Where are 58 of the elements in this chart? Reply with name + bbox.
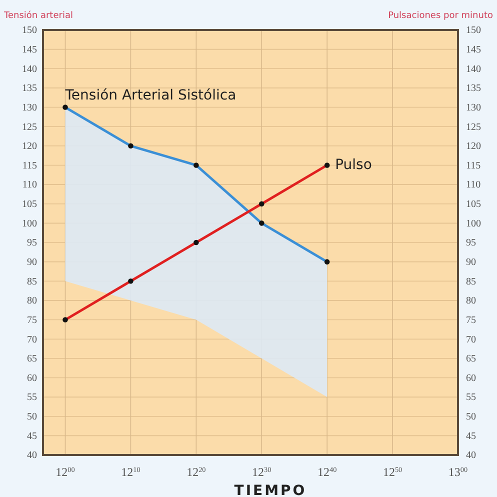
y2-tick-label: 95 bbox=[466, 238, 476, 249]
y-tick-label: 40 bbox=[27, 450, 37, 462]
x-tick-label: 12$^{40}$ bbox=[317, 464, 338, 479]
y-tick-label: 130 bbox=[22, 102, 37, 114]
y-tick-label: 105 bbox=[22, 199, 37, 210]
y-tick-label: 125 bbox=[22, 122, 37, 133]
y-tick-label: 100 bbox=[22, 218, 37, 230]
y2-tick-label: 100 bbox=[466, 218, 481, 230]
series-label: Tensión Arterial Sistólica bbox=[64, 87, 236, 104]
y2-tick-label: 140 bbox=[466, 64, 481, 75]
y-axis-title: Tensión arterial bbox=[3, 10, 73, 21]
y2-tick-label: 120 bbox=[466, 141, 481, 152]
y-tick-label: 45 bbox=[27, 430, 37, 442]
y2-tick-label: 40 bbox=[466, 450, 476, 462]
y2-tick-label: 110 bbox=[466, 180, 481, 191]
y2-tick-label: 130 bbox=[466, 102, 481, 114]
y2-tick-label: 125 bbox=[466, 122, 481, 133]
y2-axis-title: Pulsaciones por minuto bbox=[388, 11, 494, 21]
y2-tick-label: 80 bbox=[466, 296, 476, 307]
y2-tick-label: 85 bbox=[466, 276, 476, 288]
y2-tick-label: 135 bbox=[466, 83, 481, 94]
y2-tick-label: 90 bbox=[466, 257, 476, 268]
y-tick-label: 75 bbox=[27, 314, 37, 326]
y-tick-label: 55 bbox=[27, 392, 37, 404]
y2-tick-label: 65 bbox=[466, 354, 476, 365]
x-axis-title: TIEMPO bbox=[234, 483, 307, 497]
y-tick-label: 150 bbox=[22, 25, 37, 36]
y2-tick-label: 145 bbox=[466, 44, 481, 56]
y2-tick-label: 105 bbox=[466, 199, 481, 210]
y-tick-label: 80 bbox=[27, 296, 37, 307]
y-tick-label: 70 bbox=[27, 334, 37, 346]
x-tick-label: 12$^{00}$ bbox=[56, 464, 76, 479]
y2-tick-label: 45 bbox=[466, 430, 476, 442]
y-tick-label: 85 bbox=[27, 276, 37, 288]
y-tick-label: 110 bbox=[22, 180, 37, 191]
y-tick-label: 145 bbox=[22, 44, 37, 56]
y2-tick-label: 150 bbox=[466, 25, 481, 36]
y-tick-label: 120 bbox=[22, 141, 37, 152]
y-tick-label: 65 bbox=[27, 354, 37, 365]
x-tick-label: 13$^{00}$ bbox=[448, 464, 468, 479]
series-label: Pulso bbox=[335, 157, 372, 174]
y-tick-label: 95 bbox=[27, 238, 37, 249]
y-tick-label: 60 bbox=[27, 372, 37, 384]
y2-tick-label: 50 bbox=[466, 412, 476, 423]
y-tick-label: 90 bbox=[27, 257, 37, 268]
x-tick-label: 12$^{30}$ bbox=[252, 464, 272, 479]
x-tick-label: 12$^{20}$ bbox=[186, 464, 206, 479]
y-tick-label: 50 bbox=[27, 412, 37, 423]
y2-tick-label: 55 bbox=[466, 392, 476, 404]
y-tick-label: 135 bbox=[22, 83, 37, 94]
y-tick-label: 115 bbox=[22, 160, 37, 172]
y2-tick-label: 70 bbox=[466, 334, 476, 346]
x-tick-label: 12$^{50}$ bbox=[382, 464, 403, 479]
y-tick-label: 140 bbox=[22, 64, 37, 75]
y2-tick-label: 60 bbox=[466, 372, 476, 384]
x-tick-label: 12$^{10}$ bbox=[121, 464, 141, 479]
y2-tick-label: 115 bbox=[466, 160, 481, 172]
y2-tick-label: 75 bbox=[466, 314, 476, 326]
